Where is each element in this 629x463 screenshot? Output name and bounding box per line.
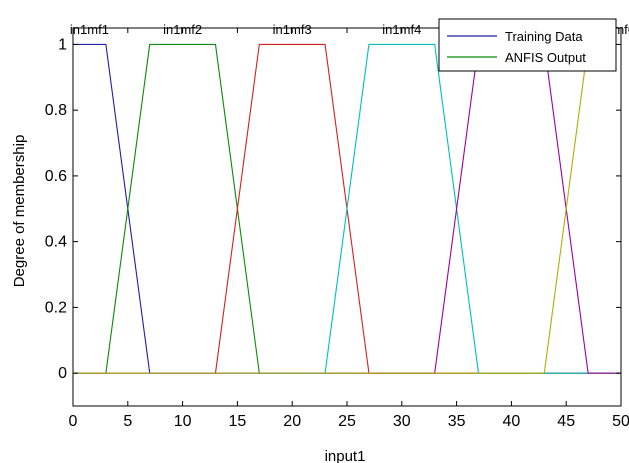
x-tick-label: 15 (229, 413, 247, 430)
x-tick-label: 45 (557, 413, 575, 430)
legend-entry-label: ANFIS Output (505, 50, 586, 65)
x-tick-label: 40 (503, 413, 521, 430)
x-tick-label: 0 (69, 413, 78, 430)
x-axis-label: input1 (325, 448, 366, 463)
x-tick-label: 25 (338, 413, 356, 430)
legend-entry-label: Training Data (505, 29, 583, 44)
y-axis-label: Degree of membership (11, 135, 28, 288)
y-tick-label: 1 (58, 36, 67, 53)
y-tick-label: 0 (58, 365, 67, 382)
x-axis-ticks: 0 5 10 15 20 25 30 35 40 45 50 (69, 28, 629, 430)
y-tick-label: 0.8 (45, 102, 67, 119)
x-tick-label: 10 (174, 413, 192, 430)
x-tick-label: 35 (448, 413, 466, 430)
x-tick-label: 30 (393, 413, 411, 430)
plot-area (72, 27, 622, 407)
plot-frame (72, 27, 622, 407)
y-tick-label: 0.2 (45, 299, 67, 316)
y-axis-ticks: 0 0.2 0.4 0.6 0.8 1 (45, 36, 621, 382)
x-tick-label: 5 (123, 413, 132, 430)
y-tick-label: 0.6 (45, 168, 67, 185)
x-tick-label: 50 (612, 413, 629, 430)
y-tick-label: 0.4 (45, 234, 67, 251)
x-tick-label: 20 (283, 413, 301, 430)
legend-box (438, 18, 617, 72)
legend: Training Data ANFIS Output (438, 18, 617, 72)
mf-label-in1mf1: in1mf1 (70, 22, 109, 37)
